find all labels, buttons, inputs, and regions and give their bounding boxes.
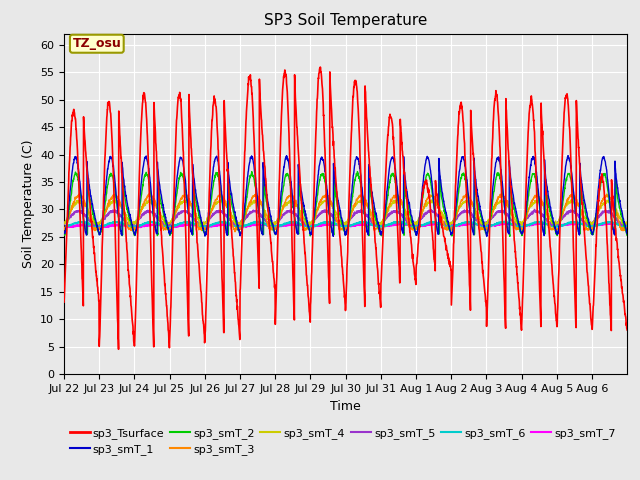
sp3_smT_1: [547, 208, 555, 214]
sp3_smT_5: [380, 219, 387, 225]
sp3_Tsurface: [116, 144, 124, 150]
sp3_smT_4: [116, 203, 124, 208]
sp3_smT_4: [518, 223, 525, 228]
sp3_smT_3: [375, 229, 383, 235]
sp3_smT_6: [238, 224, 246, 229]
sp3_smT_1: [238, 228, 246, 233]
sp3_smT_4: [515, 221, 523, 227]
Line: sp3_smT_4: sp3_smT_4: [64, 199, 627, 226]
sp3_smT_1: [616, 199, 623, 204]
sp3_smT_6: [116, 220, 124, 226]
sp3_Tsurface: [316, 64, 324, 70]
sp3_smT_2: [116, 224, 124, 229]
sp3_smT_3: [238, 227, 246, 232]
sp3_smT_5: [60, 220, 68, 226]
sp3_smT_6: [483, 225, 490, 230]
sp3_smT_6: [548, 223, 556, 229]
sp3_smT_1: [116, 227, 124, 233]
Y-axis label: Soil Temperature (C): Soil Temperature (C): [22, 140, 35, 268]
sp3_smT_7: [607, 220, 614, 226]
sp3_Tsurface: [516, 306, 524, 312]
X-axis label: Time: Time: [330, 400, 361, 413]
sp3_Tsurface: [380, 212, 388, 217]
sp3_smT_4: [60, 219, 68, 225]
sp3_Tsurface: [548, 257, 556, 263]
sp3_smT_1: [564, 153, 572, 158]
sp3_Tsurface: [623, 327, 631, 333]
sp3_smT_2: [506, 233, 514, 239]
sp3_smT_5: [90, 223, 98, 228]
sp3_smT_5: [623, 220, 631, 226]
sp3_smT_5: [515, 221, 523, 227]
sp3_smT_1: [380, 220, 387, 226]
sp3_smT_4: [394, 196, 402, 202]
Line: sp3_smT_3: sp3_smT_3: [64, 194, 627, 232]
sp3_smT_1: [330, 233, 337, 239]
sp3_smT_2: [354, 168, 362, 174]
sp3_smT_1: [515, 223, 523, 228]
sp3_smT_2: [623, 230, 631, 236]
sp3_smT_4: [623, 221, 631, 227]
sp3_smT_7: [60, 224, 68, 229]
sp3_smT_6: [516, 224, 524, 229]
sp3_smT_6: [623, 223, 631, 229]
Title: SP3 Soil Temperature: SP3 Soil Temperature: [264, 13, 428, 28]
Line: sp3_smT_1: sp3_smT_1: [64, 156, 627, 236]
sp3_smT_5: [238, 218, 246, 224]
sp3_smT_3: [380, 222, 388, 228]
sp3_smT_1: [60, 230, 68, 236]
sp3_smT_4: [238, 217, 246, 223]
sp3_smT_3: [623, 225, 631, 230]
sp3_smT_2: [60, 231, 68, 237]
sp3_smT_2: [616, 204, 623, 210]
sp3_Tsurface: [115, 347, 122, 352]
sp3_smT_3: [616, 221, 623, 227]
Line: sp3_smT_7: sp3_smT_7: [64, 223, 627, 228]
sp3_smT_7: [547, 221, 555, 227]
sp3_smT_5: [116, 212, 124, 217]
Line: sp3_Tsurface: sp3_Tsurface: [64, 67, 627, 349]
Legend: sp3_Tsurface, sp3_smT_1, sp3_smT_2, sp3_smT_3, sp3_smT_4, sp3_smT_5, sp3_smT_6, : sp3_Tsurface, sp3_smT_1, sp3_smT_2, sp3_…: [70, 428, 616, 455]
sp3_smT_3: [116, 200, 124, 206]
sp3_smT_7: [116, 222, 124, 228]
sp3_smT_2: [380, 224, 387, 229]
Line: sp3_smT_6: sp3_smT_6: [64, 221, 627, 228]
sp3_smT_5: [531, 207, 538, 213]
sp3_smT_4: [548, 218, 556, 224]
sp3_smT_3: [548, 227, 556, 232]
sp3_smT_2: [548, 214, 556, 219]
sp3_smT_7: [616, 222, 623, 228]
sp3_smT_4: [616, 215, 623, 220]
sp3_smT_6: [380, 224, 387, 229]
sp3_Tsurface: [616, 266, 623, 272]
sp3_smT_6: [499, 218, 507, 224]
sp3_smT_7: [380, 223, 387, 229]
sp3_Tsurface: [60, 299, 68, 305]
sp3_smT_5: [616, 219, 623, 225]
Line: sp3_smT_5: sp3_smT_5: [64, 210, 627, 226]
sp3_smT_6: [60, 223, 68, 229]
sp3_smT_7: [61, 225, 69, 230]
sp3_smT_4: [380, 218, 387, 224]
sp3_Tsurface: [238, 235, 246, 240]
sp3_smT_3: [145, 191, 153, 197]
sp3_smT_6: [616, 222, 623, 228]
sp3_smT_7: [238, 223, 246, 229]
sp3_smT_5: [548, 221, 556, 227]
sp3_smT_2: [516, 226, 524, 231]
sp3_smT_7: [623, 222, 631, 228]
sp3_smT_3: [60, 227, 68, 232]
Text: TZ_osu: TZ_osu: [72, 37, 121, 50]
sp3_smT_2: [238, 228, 246, 234]
sp3_smT_7: [515, 222, 523, 228]
sp3_smT_1: [623, 231, 631, 237]
sp3_smT_3: [516, 227, 524, 233]
Line: sp3_smT_2: sp3_smT_2: [64, 171, 627, 236]
